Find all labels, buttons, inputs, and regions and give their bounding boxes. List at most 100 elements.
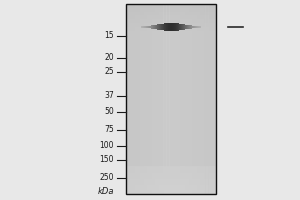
Bar: [126, 112, 216, 114]
Bar: [168, 4, 170, 194]
Bar: [126, 89, 216, 91]
Bar: [192, 4, 194, 194]
Bar: [126, 133, 216, 135]
Bar: [126, 55, 216, 57]
Text: 37: 37: [104, 92, 114, 100]
Bar: [126, 68, 216, 71]
Bar: [126, 70, 216, 72]
Bar: [132, 4, 134, 194]
Bar: [126, 137, 216, 139]
Bar: [194, 4, 195, 194]
Bar: [160, 4, 162, 194]
Bar: [210, 4, 212, 194]
Bar: [126, 25, 216, 27]
Bar: [126, 152, 216, 154]
Bar: [126, 125, 216, 128]
Text: 100: 100: [100, 142, 114, 150]
Bar: [126, 162, 216, 164]
Bar: [135, 4, 137, 194]
Bar: [126, 101, 216, 103]
Bar: [126, 27, 216, 29]
Bar: [165, 4, 167, 194]
Bar: [126, 118, 216, 120]
Bar: [126, 8, 216, 10]
Bar: [172, 4, 174, 194]
Bar: [126, 74, 216, 76]
Bar: [177, 4, 179, 194]
Bar: [129, 4, 131, 194]
Bar: [204, 4, 206, 194]
Bar: [126, 17, 216, 19]
Bar: [198, 4, 200, 194]
Bar: [184, 4, 186, 194]
Bar: [126, 175, 216, 177]
Bar: [126, 51, 216, 53]
Bar: [126, 30, 216, 32]
Bar: [126, 59, 216, 61]
Bar: [136, 4, 138, 194]
Bar: [126, 42, 216, 44]
Text: 15: 15: [104, 31, 114, 40]
Bar: [130, 4, 132, 194]
Bar: [188, 4, 189, 194]
Bar: [126, 139, 216, 141]
Bar: [126, 4, 216, 194]
Bar: [126, 179, 216, 181]
Bar: [126, 180, 216, 183]
Text: 25: 25: [104, 68, 114, 76]
Bar: [126, 95, 216, 97]
Bar: [126, 146, 216, 148]
Bar: [162, 4, 164, 194]
Bar: [146, 4, 147, 194]
Bar: [126, 4, 216, 6]
Bar: [214, 4, 216, 194]
Bar: [126, 76, 216, 78]
Bar: [126, 148, 216, 150]
Bar: [206, 4, 207, 194]
Text: 250: 250: [100, 173, 114, 182]
Bar: [212, 4, 213, 194]
Bar: [126, 135, 216, 137]
Bar: [126, 10, 216, 12]
Bar: [126, 150, 216, 152]
Bar: [126, 154, 216, 156]
Bar: [126, 63, 216, 65]
Bar: [126, 21, 216, 23]
Bar: [126, 40, 216, 42]
Bar: [148, 4, 150, 194]
Bar: [190, 4, 192, 194]
Bar: [126, 66, 216, 69]
Bar: [126, 72, 216, 74]
Text: 20: 20: [104, 53, 114, 62]
Bar: [126, 123, 216, 126]
Bar: [174, 4, 176, 194]
Bar: [207, 4, 209, 194]
Bar: [126, 38, 216, 40]
Bar: [126, 173, 216, 175]
Bar: [147, 4, 149, 194]
Bar: [128, 4, 129, 194]
Bar: [126, 110, 216, 112]
Bar: [126, 4, 128, 194]
Bar: [126, 84, 216, 86]
Bar: [189, 4, 191, 194]
Bar: [126, 190, 216, 192]
Bar: [126, 104, 216, 107]
Bar: [126, 165, 216, 167]
Bar: [134, 4, 135, 194]
Bar: [126, 36, 216, 38]
Bar: [183, 4, 185, 194]
Bar: [126, 142, 216, 145]
Bar: [126, 23, 216, 25]
Bar: [201, 4, 203, 194]
Bar: [126, 160, 216, 162]
Bar: [126, 182, 216, 184]
Bar: [169, 4, 171, 194]
Bar: [126, 57, 216, 59]
Bar: [126, 158, 216, 160]
Bar: [126, 122, 216, 124]
Bar: [126, 127, 216, 129]
Bar: [213, 4, 215, 194]
Bar: [126, 47, 216, 50]
Bar: [200, 4, 201, 194]
